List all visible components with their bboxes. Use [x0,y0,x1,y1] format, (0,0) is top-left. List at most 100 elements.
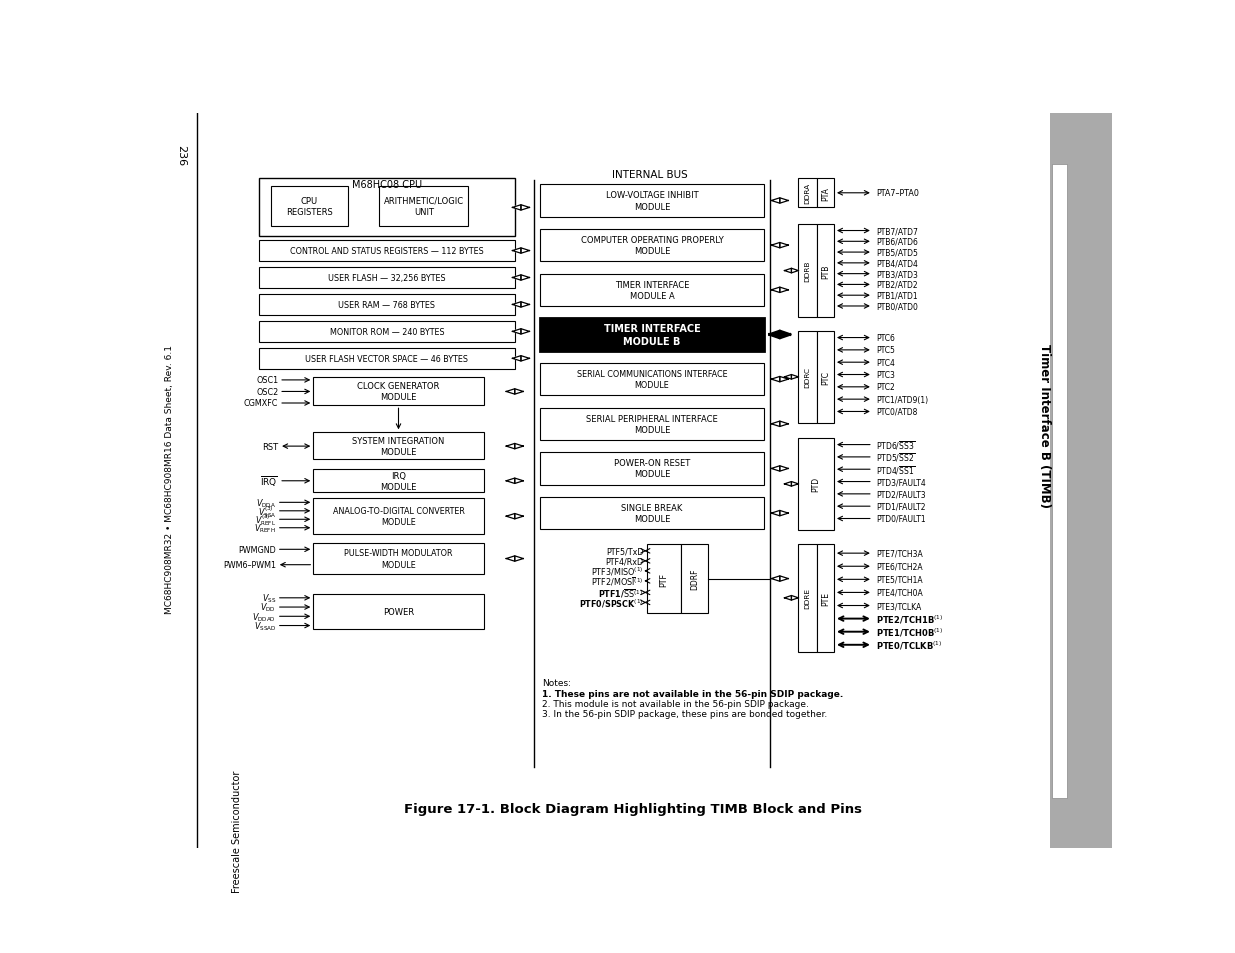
Text: $\overline{\rm IRQ}$: $\overline{\rm IRQ}$ [261,474,278,489]
Text: $V_{\rm SSA}^{(3)}$: $V_{\rm SSA}^{(3)}$ [258,503,277,519]
Polygon shape [513,275,521,281]
Text: PTD6/$\overline{\rm SS3}$: PTD6/$\overline{\rm SS3}$ [876,438,915,452]
Bar [682,544,709,614]
Text: Notes:: Notes: [542,679,571,687]
Text: PTE0/TCLKB$^{(1)}$: PTE0/TCLKB$^{(1)}$ [876,639,942,651]
Text: SYSTEM INTEGRATION
MODULE: SYSTEM INTEGRATION MODULE [352,436,445,456]
Bar [540,319,764,352]
Polygon shape [521,249,530,253]
Text: RST: RST [262,442,278,451]
Text: 2. This module is not available in the 56-pin SDIP package.: 2. This module is not available in the 5… [542,700,809,708]
Bar [259,294,515,315]
Text: COMPUTER OPERATING PROPERLY
MODULE: COMPUTER OPERATING PROPERLY MODULE [580,235,724,256]
Polygon shape [772,243,779,249]
Text: DDRA: DDRA [804,183,810,204]
Bar [540,497,764,530]
Polygon shape [772,421,779,427]
Polygon shape [779,288,788,294]
Polygon shape [515,514,524,519]
Polygon shape [521,302,530,308]
Text: PTB6/ATD6: PTB6/ATD6 [876,237,918,247]
Text: PTE3/TCLKA: PTE3/TCLKA [876,601,921,610]
Text: Freescale Semiconductor: Freescale Semiconductor [232,770,242,892]
Text: PTB0/ATD0: PTB0/ATD0 [876,302,918,311]
Polygon shape [779,511,788,517]
Polygon shape [506,478,515,484]
Text: PTE: PTE [821,591,830,605]
Text: PTC3: PTC3 [876,371,895,379]
Text: PTF1/$\overline{\rm SS}^{(1)}$: PTF1/$\overline{\rm SS}^{(1)}$ [599,586,643,599]
Polygon shape [513,249,521,253]
Polygon shape [779,332,790,338]
Text: CLOCK GENERATOR
MODULE: CLOCK GENERATOR MODULE [357,382,440,402]
Text: PTC2: PTC2 [876,383,894,392]
Polygon shape [515,478,524,484]
Bar [314,498,484,535]
Bar [818,544,834,652]
Bar [798,332,818,423]
Polygon shape [772,577,779,581]
Bar [540,185,764,217]
Polygon shape [779,577,788,581]
Text: PWM6–PWM1: PWM6–PWM1 [224,560,277,570]
Text: Timer Interface B (TIMB): Timer Interface B (TIMB) [1037,343,1051,507]
Polygon shape [521,206,530,211]
Text: CONTROL AND STATUS REGISTERS — 112 BYTES: CONTROL AND STATUS REGISTERS — 112 BYTES [290,247,484,255]
Text: PTB: PTB [821,264,830,278]
Bar [259,179,515,236]
Text: LOW-VOLTAGE INHIBIT
MODULE: LOW-VOLTAGE INHIBIT MODULE [605,192,698,212]
Bar [1050,114,1112,848]
Polygon shape [779,421,788,427]
Polygon shape [515,390,524,395]
Text: OSC1: OSC1 [256,376,278,385]
Polygon shape [779,243,788,249]
Text: DDRE: DDRE [804,588,810,609]
Text: PULSE-WIDTH MODULATOR
MODULE: PULSE-WIDTH MODULATOR MODULE [345,549,453,569]
Bar [270,187,348,227]
Text: TIMER INTERFACE
MODULE B: TIMER INTERFACE MODULE B [604,324,700,346]
Text: PTD2/FAULT3: PTD2/FAULT3 [876,490,925,498]
Bar [314,377,484,406]
Text: PTE1/TCH0B$^{(1)}$: PTE1/TCH0B$^{(1)}$ [876,626,944,639]
Bar [540,453,764,485]
Text: PTD1/FAULT2: PTD1/FAULT2 [876,502,925,511]
Bar [259,268,515,289]
Text: IRQ
MODULE: IRQ MODULE [380,471,416,492]
Bar [1052,164,1067,799]
Text: 236: 236 [177,146,186,167]
Bar [798,179,818,208]
Text: USER RAM — 768 BYTES: USER RAM — 768 BYTES [338,300,436,310]
Bar [314,543,484,575]
Polygon shape [772,466,779,472]
Text: USER FLASH — 32,256 BYTES: USER FLASH — 32,256 BYTES [329,274,446,283]
Text: PTC1/ATD9(1): PTC1/ATD9(1) [876,395,927,404]
Bar [259,321,515,343]
Polygon shape [779,198,788,204]
Polygon shape [784,375,792,379]
Text: POWER-ON RESET
MODULE: POWER-ON RESET MODULE [614,459,690,479]
Text: USER FLASH VECTOR SPACE — 46 BYTES: USER FLASH VECTOR SPACE — 46 BYTES [305,355,468,363]
Text: PTB4/ATD4: PTB4/ATD4 [876,259,918,268]
Text: SERIAL COMMUNICATIONS INTERFACE
MODULE: SERIAL COMMUNICATIONS INTERFACE MODULE [577,370,727,390]
Polygon shape [784,269,792,274]
Polygon shape [792,375,798,379]
Polygon shape [779,466,788,472]
Text: PTE2/TCH1B$^{(1)}$: PTE2/TCH1B$^{(1)}$ [876,613,944,625]
Polygon shape [779,377,788,382]
Text: PTC4: PTC4 [876,358,895,367]
Text: PTB7/ATD7: PTB7/ATD7 [876,227,918,235]
Polygon shape [769,332,779,338]
Bar [540,364,764,395]
Bar [818,332,834,423]
Bar [798,544,818,652]
Text: 3. In the 56-pin SDIP package, these pins are bonded together.: 3. In the 56-pin SDIP package, these pin… [542,709,827,718]
Polygon shape [521,275,530,281]
Polygon shape [784,482,792,487]
Text: M68HC08 CPU: M68HC08 CPU [352,180,422,190]
Polygon shape [772,377,779,382]
Text: PTC: PTC [821,371,830,384]
Text: TIMER INTERFACE
MODULE A: TIMER INTERFACE MODULE A [615,280,689,300]
Text: PTC5: PTC5 [876,346,895,355]
Text: PTB5/ATD5: PTB5/ATD5 [876,249,918,257]
Text: PTE5/TCH1A: PTE5/TCH1A [876,576,923,584]
